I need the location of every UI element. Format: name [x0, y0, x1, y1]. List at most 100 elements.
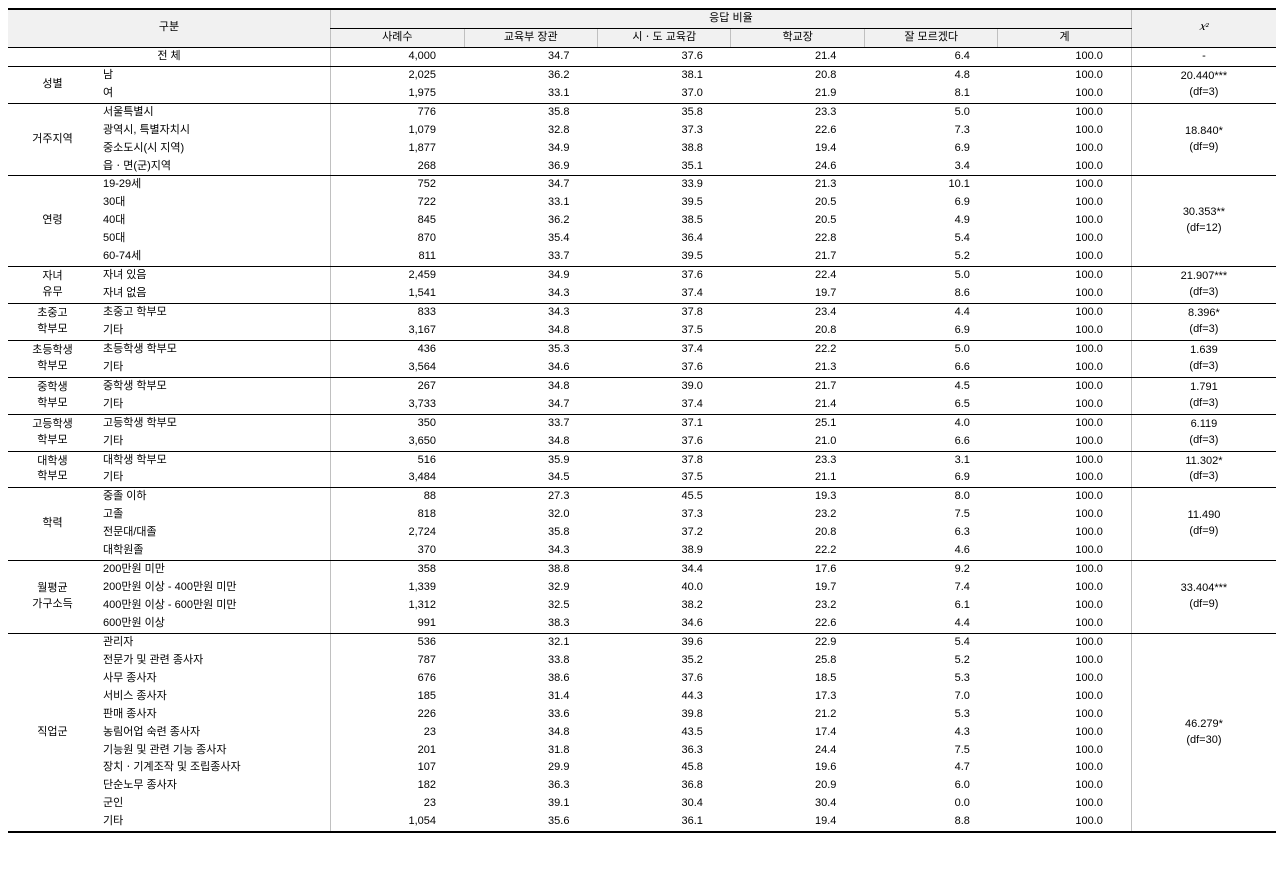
table-row: 단순노무 종사자18236.336.820.96.0100.0	[8, 777, 1276, 795]
cell-value: 4.6	[864, 542, 997, 560]
row-label: 기타	[97, 433, 331, 451]
cell-value: 23.3	[731, 103, 864, 121]
cell-value: 36.3	[464, 777, 597, 795]
table-row: 기타3,73334.737.421.46.5100.0	[8, 396, 1276, 414]
cell-value: 32.1	[464, 633, 597, 651]
cell-value: 23.2	[731, 597, 864, 615]
table-row: 농림어업 숙련 종사자2334.843.517.44.3100.0	[8, 724, 1276, 742]
table-row: 거주지역서울특별시77635.835.823.35.0100.018.840*(…	[8, 103, 1276, 121]
cell-value: 35.4	[464, 230, 597, 248]
cell-value: 18.5	[731, 670, 864, 688]
table-row: 초중고학부모초중고 학부모83334.337.823.44.4100.08.39…	[8, 304, 1276, 322]
cell-value: 3.1	[864, 451, 997, 469]
table-row: 서비스 종사자18531.444.317.37.0100.0	[8, 688, 1276, 706]
col-superintendent: 시ㆍ도 교육감	[597, 28, 730, 47]
cell-value: 34.3	[464, 285, 597, 303]
cell-value: 100.0	[998, 248, 1131, 266]
cell-value: 5.4	[864, 230, 997, 248]
cell-value: 5.0	[864, 340, 997, 358]
cell-value: 8.6	[864, 285, 997, 303]
table-row: 전문가 및 관련 종사자78733.835.225.85.2100.0	[8, 652, 1276, 670]
chi-cell: 11.302*(df=3)	[1131, 451, 1276, 488]
cell-value: 100.0	[998, 795, 1131, 813]
cell-value: 38.2	[597, 597, 730, 615]
cell-value: 33.7	[464, 248, 597, 266]
cell-value: 34.6	[597, 615, 730, 633]
cell-value: 5.0	[864, 267, 997, 285]
cell-value: 31.8	[464, 742, 597, 760]
table-row: 군인2339.130.430.40.0100.0	[8, 795, 1276, 813]
cell-value: 6.9	[864, 194, 997, 212]
cell-value: 6.0	[864, 777, 997, 795]
chi-cell: 8.396*(df=3)	[1131, 304, 1276, 341]
table-row: 읍ㆍ면(군)지역26836.935.124.63.4100.0	[8, 158, 1276, 176]
cell-value: 100.0	[998, 377, 1131, 395]
table-row: 사무 종사자67638.637.618.55.3100.0	[8, 670, 1276, 688]
cell-value: 6.6	[864, 433, 997, 451]
cell-value: 845	[331, 212, 464, 230]
cell-value: 17.6	[731, 561, 864, 579]
cell-value: 39.6	[597, 633, 730, 651]
cell-value: 21.4	[731, 396, 864, 414]
cell-value: 1,312	[331, 597, 464, 615]
cell-value: 22.6	[731, 122, 864, 140]
cell-value: 1,339	[331, 579, 464, 597]
cell-value: 44.3	[597, 688, 730, 706]
cell-value: 4.7	[864, 759, 997, 777]
cell-value: 36.8	[597, 777, 730, 795]
cell-value: 536	[331, 633, 464, 651]
cell-value: 35.1	[597, 158, 730, 176]
cell-value: 6.3	[864, 524, 997, 542]
table-row: 전문대/대졸2,72435.837.220.86.3100.0	[8, 524, 1276, 542]
cell-value: 21.1	[731, 469, 864, 487]
cell-value: 100.0	[998, 524, 1131, 542]
row-label: 관리자	[97, 633, 331, 651]
table-row: 대학생학부모대학생 학부모51635.937.823.33.1100.011.3…	[8, 451, 1276, 469]
cell-value: 100.0	[998, 433, 1131, 451]
table-row: 기타3,48434.537.521.16.9100.0	[8, 469, 1276, 487]
row-label: 장치ㆍ기계조작 및 조립종사자	[97, 759, 331, 777]
table-row: 30대72233.139.520.56.9100.0	[8, 194, 1276, 212]
row-label: 서울특별시	[97, 103, 331, 121]
cell-value: 38.6	[464, 670, 597, 688]
cell-value: 0.0	[864, 795, 997, 813]
cell-value: 29.9	[464, 759, 597, 777]
col-samples: 사례수	[331, 28, 464, 47]
cell-value: 7.4	[864, 579, 997, 597]
cell-value: 33.9	[597, 176, 730, 194]
row-label: 자녀 있음	[97, 267, 331, 285]
cell-value: 516	[331, 451, 464, 469]
cell-value: 32.0	[464, 506, 597, 524]
category-cell: 연령	[8, 176, 97, 267]
cell-value: 39.5	[597, 194, 730, 212]
cell-value: 37.6	[597, 47, 730, 66]
cell-value: 4.3	[864, 724, 997, 742]
cell-value: 20.5	[731, 194, 864, 212]
cell-value: 776	[331, 103, 464, 121]
category-cell: 초중고학부모	[8, 304, 97, 341]
table-row: 중소도시(시 지역)1,87734.938.819.46.9100.0	[8, 140, 1276, 158]
table-row: 200만원 이상 - 400만원 미만1,33932.940.019.77.41…	[8, 579, 1276, 597]
cell-value: 833	[331, 304, 464, 322]
chi-cell: 46.279*(df=30)	[1131, 633, 1276, 832]
cell-value: 35.9	[464, 451, 597, 469]
row-label: 대학생 학부모	[97, 451, 331, 469]
cell-value: 6.5	[864, 396, 997, 414]
category-cell: 고등학생학부모	[8, 414, 97, 451]
cell-value: 23.2	[731, 506, 864, 524]
cell-value: 350	[331, 414, 464, 432]
cell-value: 35.8	[464, 103, 597, 121]
table-row: 고등학생학부모고등학생 학부모35033.737.125.14.0100.06.…	[8, 414, 1276, 432]
cell-value: 3,484	[331, 469, 464, 487]
cell-value: 6.4	[864, 47, 997, 66]
cell-value: 100.0	[998, 615, 1131, 633]
row-label: 초중고 학부모	[97, 304, 331, 322]
cell-value: 7.5	[864, 506, 997, 524]
cell-value: 100.0	[998, 813, 1131, 832]
cell-value: 100.0	[998, 230, 1131, 248]
cell-value: 4.4	[864, 615, 997, 633]
cell-value: 34.6	[464, 359, 597, 377]
cell-value: 43.5	[597, 724, 730, 742]
table-row: 학력중졸 이하8827.345.519.38.0100.011.490(df=9…	[8, 488, 1276, 506]
cell-value: 22.2	[731, 340, 864, 358]
